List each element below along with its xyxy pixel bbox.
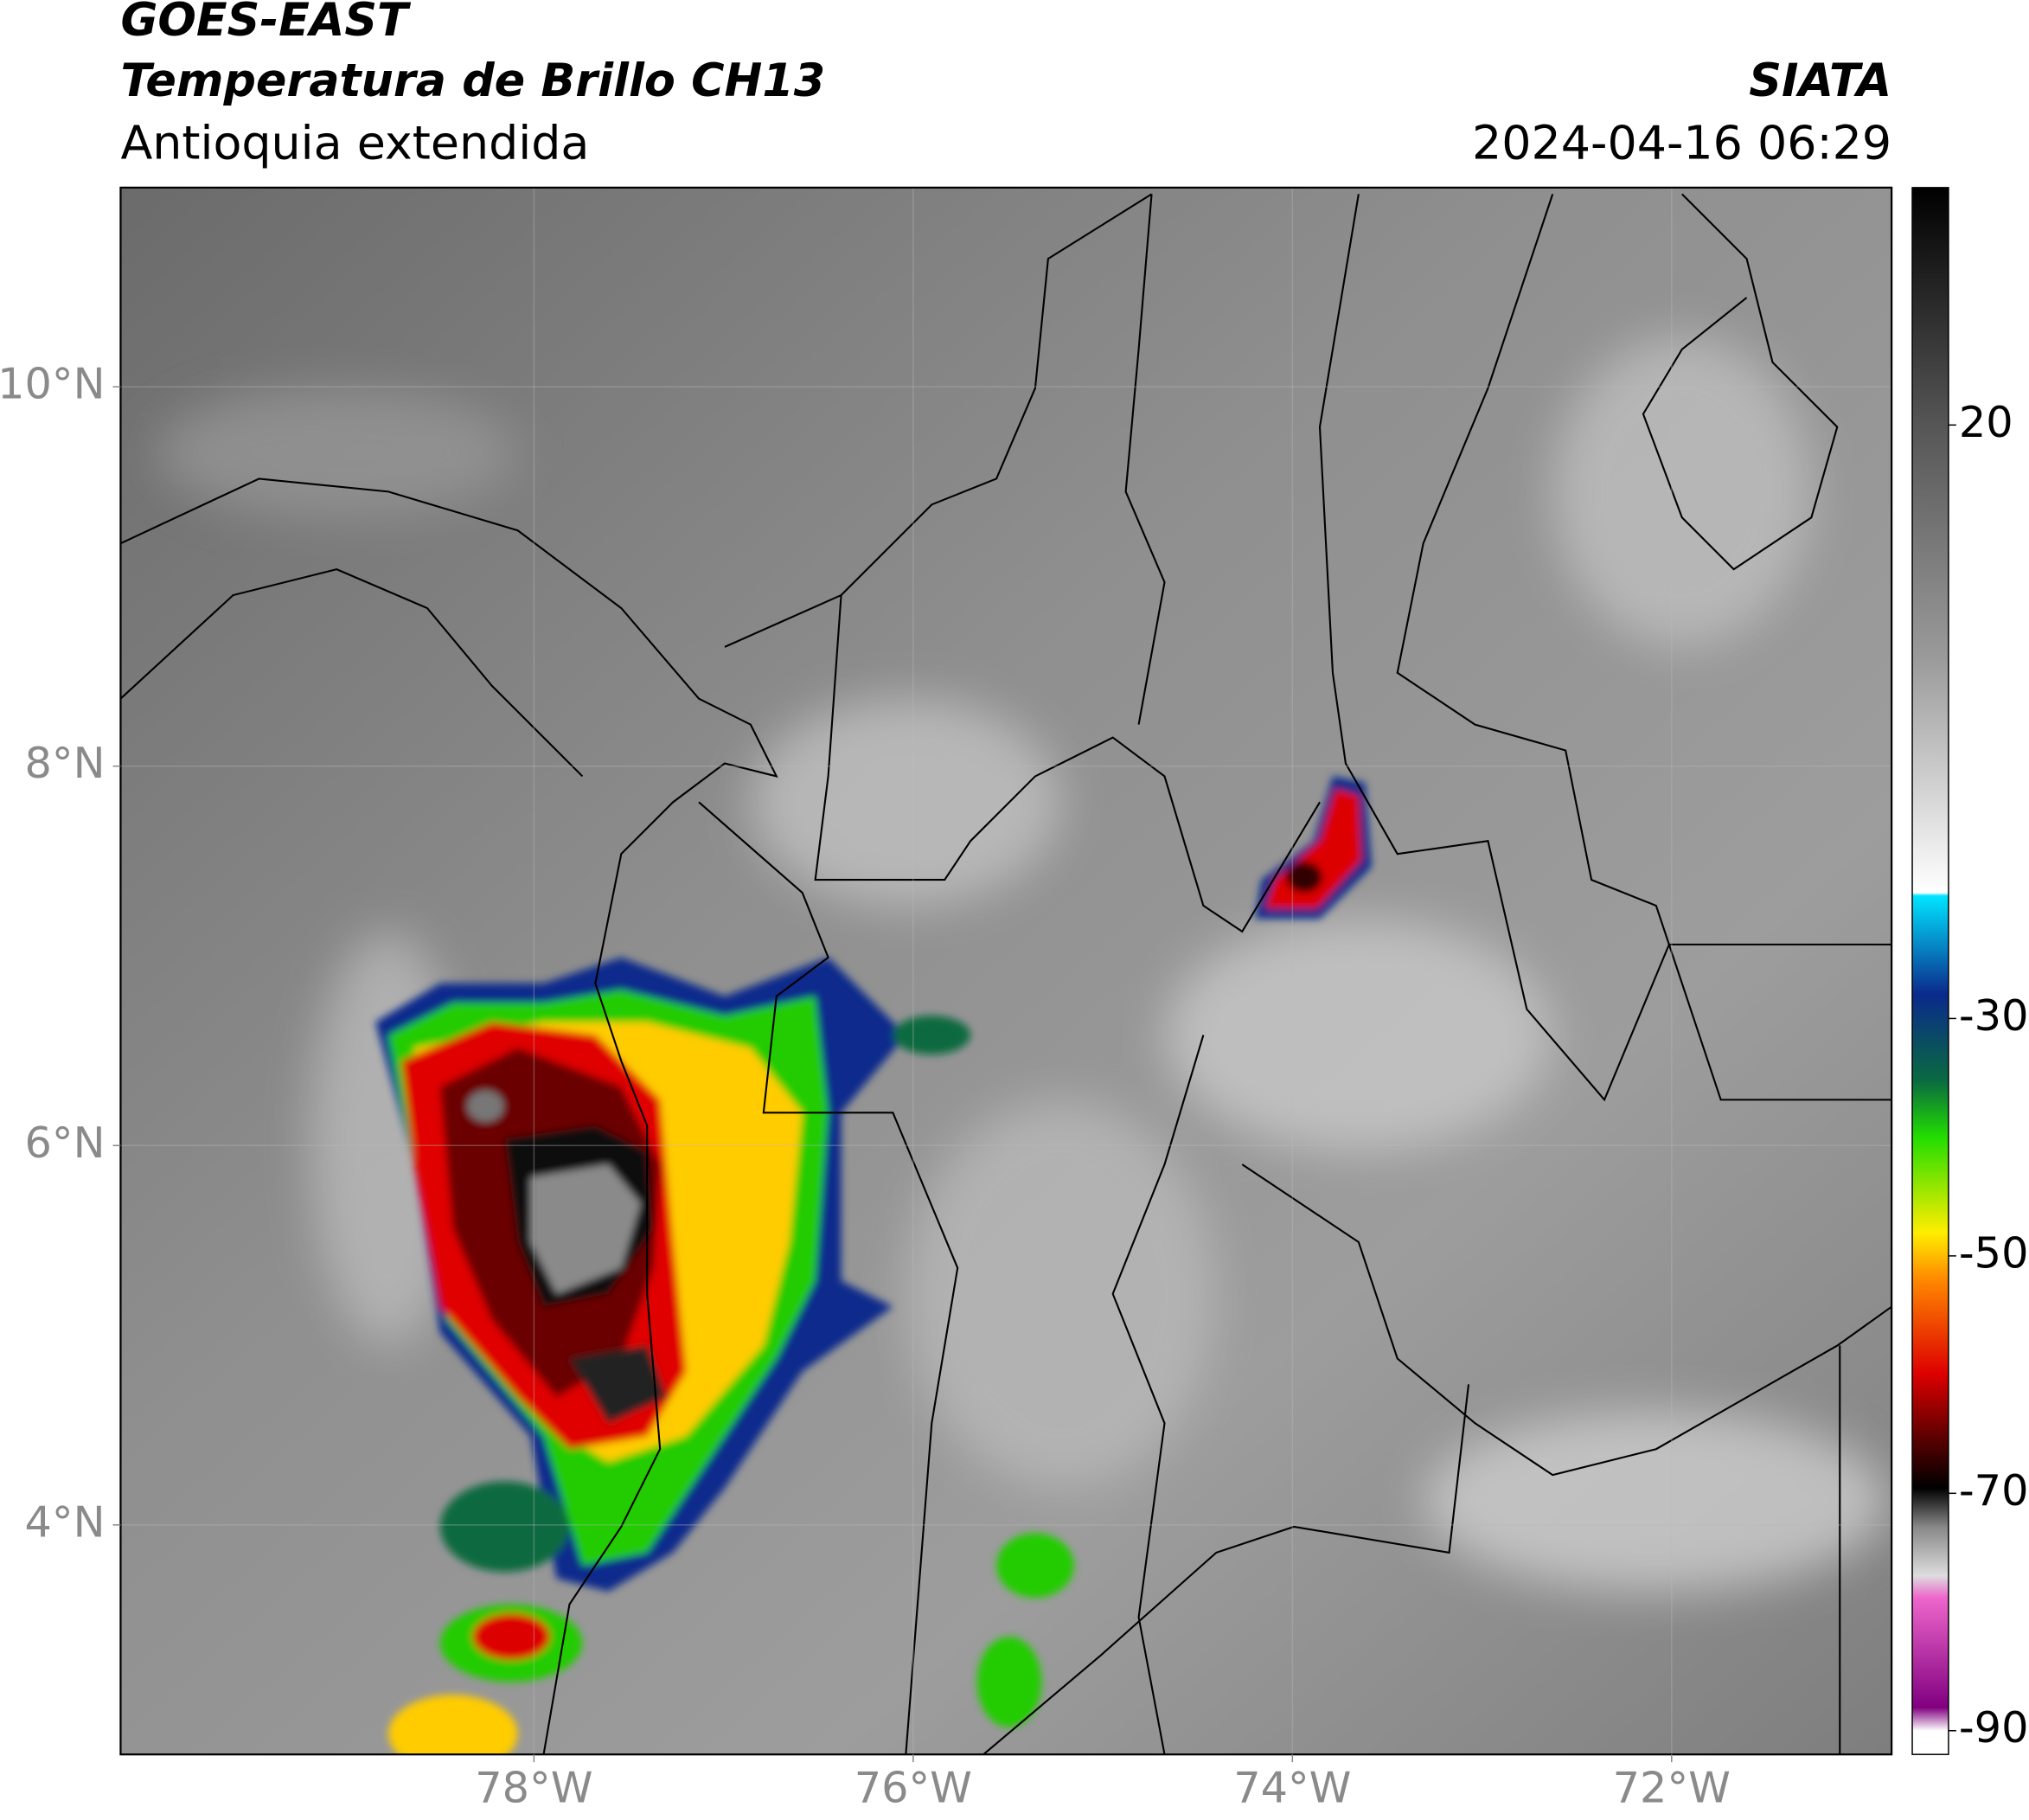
colorbar-tick-label: -30 — [1959, 990, 2029, 1041]
storm-secondary — [1255, 776, 1372, 919]
map-frame — [119, 186, 1893, 1756]
region: Antioquia extendida — [120, 116, 589, 170]
colorbar — [1911, 187, 1949, 1755]
datetime: 2024-04-16 06:29 — [1472, 116, 1891, 170]
subtitle: Temperatura de Brillo CH13 — [120, 54, 825, 107]
lon-tick-label: 72°W — [1613, 1763, 1731, 1813]
lon-tick-label: 74°W — [1233, 1763, 1351, 1813]
lon-tick-label: 76°W — [854, 1763, 972, 1813]
map-area — [120, 187, 1892, 1755]
storm-main — [375, 957, 1074, 1755]
colorbar-tick-label: -70 — [1959, 1465, 2029, 1516]
lat-tick-label: 8°N — [25, 738, 106, 788]
title: GOES-EAST — [120, 0, 412, 47]
colorbar-tick-label: -90 — [1959, 1702, 2029, 1753]
lat-tick-label: 4°N — [25, 1496, 106, 1547]
grid — [120, 187, 1892, 1755]
source: SIATA — [1749, 54, 1891, 107]
colorbar-tick-label: 20 — [1959, 397, 2013, 447]
lat-tick-label: 10°N — [0, 359, 106, 409]
colorbar-tick-label: -50 — [1959, 1227, 2029, 1278]
lon-tick-label: 78°W — [475, 1763, 592, 1813]
borders — [120, 193, 1892, 1755]
lat-tick-label: 6°N — [25, 1118, 106, 1168]
